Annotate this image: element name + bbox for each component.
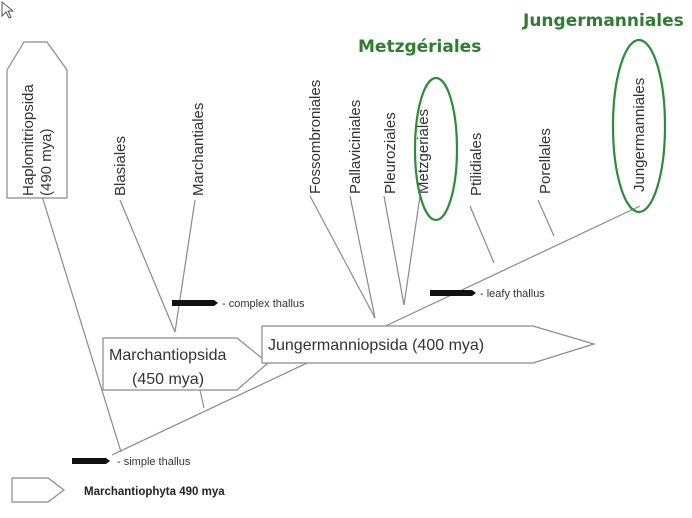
label-blasiales: Blasiales <box>112 136 129 196</box>
metzgeriales-title: Metzgériales <box>358 37 481 57</box>
branch-marchantiopsida-stem <box>199 389 205 409</box>
label-ptilidiales: Ptilidiales <box>468 133 485 196</box>
jungermanniales-highlight-ring <box>611 38 667 214</box>
jungermanniales-title: Jungermanniales <box>522 11 684 31</box>
branch-porellales <box>537 199 555 237</box>
haplomitriopsida-box <box>6 41 68 199</box>
branch-haplomitriopsida <box>41 195 122 453</box>
label-porellales: Porellales <box>537 128 554 194</box>
label-metzgeriales: Metzgeriales <box>415 109 432 194</box>
label-marchantiales: Marchantiales <box>190 103 207 196</box>
haplomitriopsida-age: (490 mya) <box>38 128 55 196</box>
branch-pleuroziales <box>383 195 405 306</box>
branch-marchantiales <box>174 199 196 333</box>
root-box <box>11 477 65 503</box>
branch-fossombroniales <box>309 195 376 319</box>
label-fossombroniales: Fossombroniales <box>307 80 324 194</box>
label-pleuroziales: Pleuroziales <box>382 112 399 194</box>
complex-thallus-marker <box>172 300 218 306</box>
simple-thallus-marker <box>72 458 110 464</box>
cursor-icon <box>1 0 15 19</box>
branch-ptilidiales <box>469 205 495 264</box>
leafy-thallus-marker <box>430 290 476 296</box>
branch-pallaviciniales <box>349 195 376 319</box>
leafy-thallus-label: - leafy thallus <box>480 288 545 300</box>
marchantiopsida-label: Marchantiopsida <box>109 347 227 364</box>
label-pallaviciniales: Pallaviciniales <box>347 100 364 194</box>
jungermanniopsida-label: Jungermanniopsida (400 mya) <box>268 337 484 354</box>
haplomitriopsida-label: Haplomitriopsida <box>20 84 37 196</box>
label-jungermanniales: Jungermanniales <box>631 78 648 192</box>
root-label: Marchantiophyta 490 mya <box>84 486 225 498</box>
complex-thallus-label: - complex thallus <box>222 298 305 310</box>
branch-metzgeriales <box>403 195 421 306</box>
marchantiopsida-box <box>102 337 269 391</box>
marchantiopsida-age: (450 mya) <box>132 371 204 388</box>
metzgeriales-highlight-ring <box>413 76 459 222</box>
jungermanniopsida-box <box>261 325 597 364</box>
simple-thallus-label: - simple thallus <box>117 456 191 468</box>
branch-blasiales <box>119 199 176 333</box>
